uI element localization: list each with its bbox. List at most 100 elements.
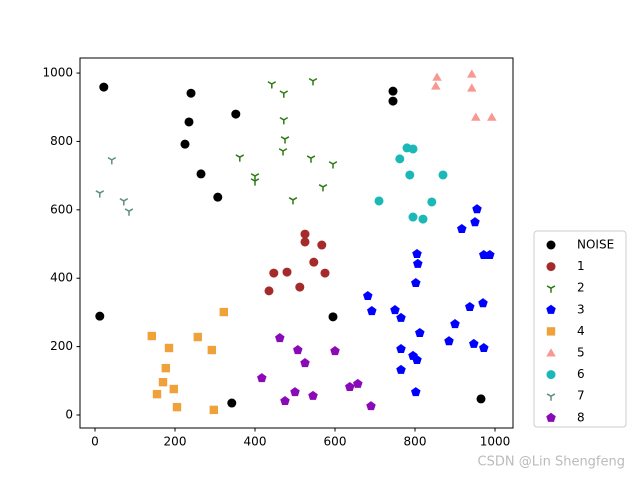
point [546,304,556,314]
point [408,212,418,222]
point [317,240,327,250]
point [328,312,338,322]
point [427,197,437,207]
point [546,240,556,250]
point [412,354,422,364]
point [444,336,454,346]
point [227,398,237,408]
plot-frame [79,57,514,429]
point [388,86,398,96]
point [396,364,406,374]
point [180,139,190,149]
point [413,258,423,268]
point [207,345,216,355]
x-tick-label: 200 [164,435,187,449]
point [300,358,310,368]
point [257,373,267,383]
point [405,170,415,180]
legend-box [533,230,627,428]
watermark: CSDN @Lin Shengfeng [478,455,625,470]
point [412,248,422,258]
point [308,390,318,400]
point [209,405,218,415]
point [408,144,418,154]
point [487,112,497,121]
point [290,387,300,397]
point [485,249,495,260]
y-tick-label: 1000 [42,66,73,80]
point [390,305,400,315]
point [328,161,338,169]
point [415,327,425,337]
point [374,196,384,206]
point [306,155,316,163]
point [476,394,486,404]
point [275,333,285,343]
point [450,319,460,329]
point [161,363,170,373]
point [295,282,305,292]
y-tick-label: 0 [65,408,73,422]
point [269,268,279,278]
point [309,257,319,267]
point [472,204,482,214]
point [318,184,328,192]
point [99,82,109,92]
legend-label: 6 [577,367,585,381]
point [293,345,303,355]
point [353,378,363,388]
x-tick-label: 400 [244,435,267,449]
y-tick-label: 400 [50,271,73,285]
point [282,267,292,277]
x-tick-label: 0 [91,435,99,449]
point [363,291,373,301]
point [95,311,105,321]
point [367,306,377,316]
point [366,401,376,411]
point [213,192,223,202]
point [186,88,196,98]
point [457,223,467,234]
point [172,402,182,412]
point [300,229,310,239]
point [546,348,556,357]
point [169,384,178,394]
point [193,332,202,342]
point [388,96,398,106]
point [267,81,277,89]
legend-label: 7 [577,389,585,403]
point [467,69,477,78]
point [465,301,475,311]
point [231,109,241,119]
point [264,286,274,296]
point [158,377,168,387]
point [395,154,405,164]
point [184,117,194,127]
point [280,395,290,406]
point [411,278,421,288]
point [411,387,421,397]
point [95,190,105,198]
point [279,116,289,125]
point [147,331,156,341]
point [152,389,162,399]
point [478,298,488,308]
legend-label: 1 [577,259,585,273]
point [470,217,480,227]
point [469,338,479,348]
point [479,342,489,353]
point [308,78,318,86]
point [431,81,441,90]
point [396,312,406,322]
point [119,198,129,206]
point [546,370,556,380]
x-tick-label: 800 [404,435,427,449]
y-tick-label: 800 [50,134,73,148]
point [320,268,330,278]
point [438,170,448,180]
point [471,112,481,121]
legend-label: 4 [577,324,585,338]
point [546,327,556,336]
point [250,178,260,186]
